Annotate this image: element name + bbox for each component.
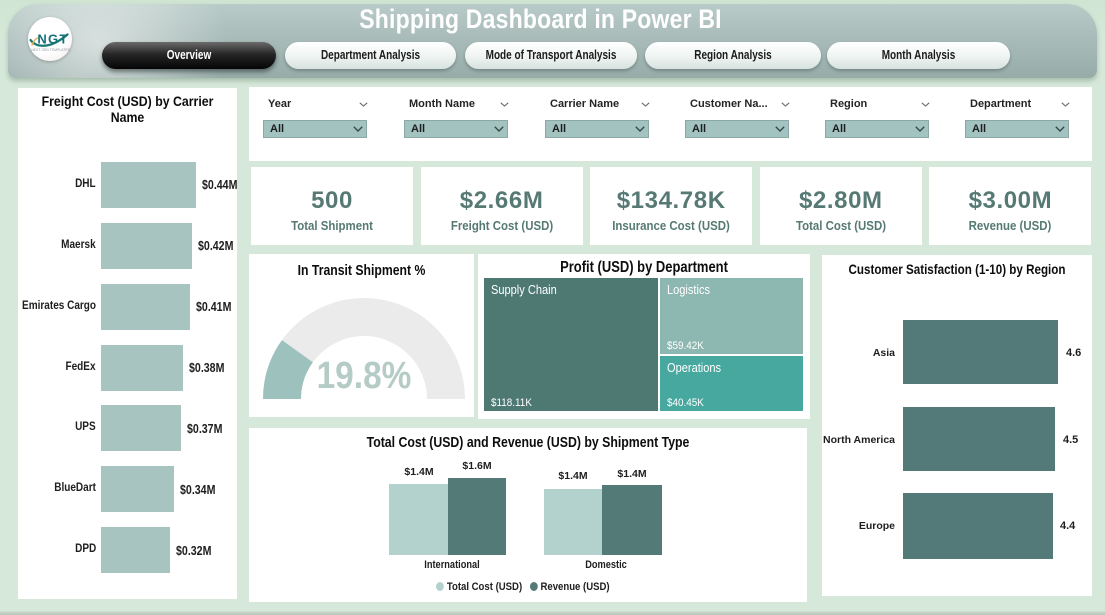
svg-text:19.8%: 19.8% xyxy=(317,354,412,396)
svg-text:NGT: NGT xyxy=(37,31,68,46)
svg-text:NEXT GEN TEMPLATES: NEXT GEN TEMPLATES xyxy=(31,48,70,52)
